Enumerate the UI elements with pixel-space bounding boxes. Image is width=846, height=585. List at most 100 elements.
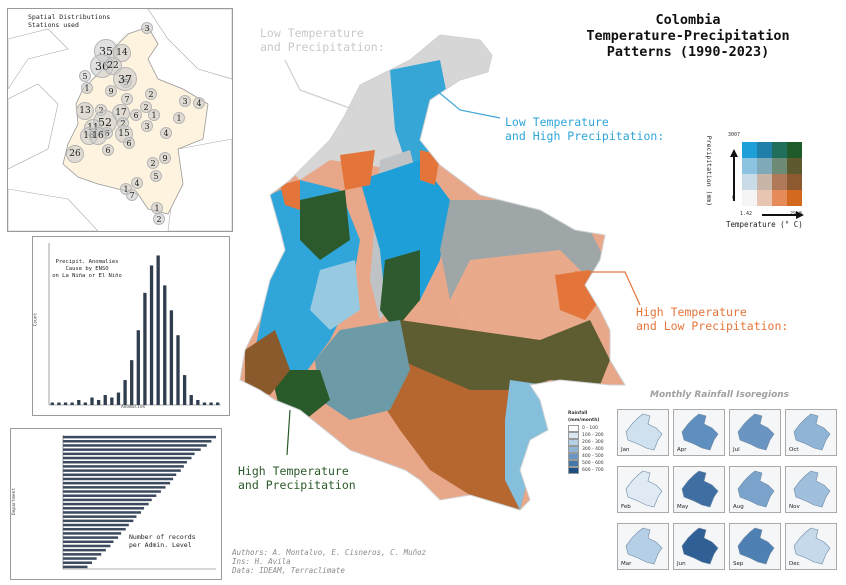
records-bar	[63, 465, 184, 468]
station-count-marker: 9	[105, 85, 117, 97]
isoregion-month-label: Apr	[677, 447, 687, 453]
isoregion-map-apr: Apr	[673, 409, 725, 456]
records-bar	[63, 452, 195, 456]
hist-bar	[90, 397, 94, 405]
callout-low-temp-low-precip: Low Temperature and Precipitation:	[260, 26, 385, 54]
legend-cell-3-0	[742, 142, 757, 158]
records-per-admin-level-chart: Department Number of records per Admin. …	[10, 428, 222, 580]
records-bar	[63, 477, 174, 481]
station-count-marker: 3	[141, 22, 153, 34]
hist-bar	[57, 402, 61, 405]
leader-line-low-temp-high-precip	[429, 84, 501, 119]
inset-title: Spatial Distributions Stations used	[28, 13, 111, 29]
isoregion-month-label: Dec	[789, 561, 800, 567]
hist-bar	[136, 330, 140, 405]
hist-bar	[209, 402, 213, 405]
station-count-marker: 5	[150, 170, 162, 182]
records-bar	[63, 440, 212, 443]
records-bar	[63, 511, 142, 514]
legend-cell-2-0	[742, 158, 757, 174]
hist-bar	[156, 255, 160, 405]
records-bar	[63, 444, 207, 447]
legend-cell-2-2	[772, 158, 787, 174]
hist-axes	[48, 243, 221, 406]
isoregions-title: Monthly Rainfall Isoregions	[650, 390, 790, 400]
hist-bar	[169, 310, 174, 405]
isoregion-map-sep: Sep	[729, 523, 781, 570]
station-count-marker: 6	[102, 144, 114, 156]
station-count-marker: 2	[145, 88, 157, 100]
records-bar	[63, 498, 152, 502]
map-title: Colombia Temperature-Precipitation Patte…	[568, 12, 808, 60]
legend-y-max: 3007	[728, 132, 741, 138]
records-bar	[63, 490, 161, 493]
records-bar	[63, 469, 181, 472]
records-bar	[63, 502, 149, 506]
records-bar	[63, 548, 106, 552]
leader-line-high-temp-low-precip	[575, 271, 641, 306]
legend-cell-1-1	[757, 174, 772, 190]
isoregions-legend: Rainfall (mm/month) 0 - 100 100 - 200 200 …	[568, 410, 614, 474]
credits-authors: Authors: A. Montalvo, E. Cisneros, C. Mu…	[232, 548, 427, 557]
isoregion-map-feb: Feb	[617, 466, 669, 513]
isoregion-month-label: Jul	[733, 447, 740, 453]
isoregion-month-label: Sep	[733, 561, 744, 567]
hist-bar	[130, 360, 134, 405]
legend-cell-2-1	[757, 158, 772, 174]
station-count-marker: 16	[89, 127, 107, 145]
records-bar	[63, 494, 157, 497]
station-count-marker: 1	[173, 112, 185, 124]
isoregions-legend-title: Rainfall (mm/month)	[568, 411, 600, 423]
enso-anomalies-histogram: Precipit. Anomalies Cause by ENSO on La …	[32, 236, 230, 416]
records-bar	[63, 536, 119, 539]
hist-bar	[149, 265, 154, 405]
records-bar	[63, 527, 126, 531]
hist-bar	[77, 400, 81, 405]
records-bar	[63, 557, 97, 560]
hist-bar	[96, 400, 101, 405]
legend-x-min: 1.42	[740, 211, 753, 217]
isoregion-month-label: Oct	[789, 447, 799, 453]
isoregion-month-label: Feb	[621, 504, 631, 510]
leader-line-high-temp-high-precip	[286, 409, 291, 456]
legend-cell-0-3	[787, 190, 802, 206]
records-bar	[63, 519, 134, 523]
station-count-marker: 9	[159, 152, 171, 164]
hist-bar	[83, 402, 88, 405]
isoregions-legend-item: 600 - 700	[568, 467, 614, 474]
records-bar	[63, 486, 166, 489]
isoregion-map-jul: Jul	[729, 409, 781, 456]
station-count-marker: 26	[66, 145, 84, 163]
isoregion-map-dec: Dec	[785, 523, 837, 570]
isoregion-map-oct: Oct	[785, 409, 837, 456]
isoregion-map-aug: Aug	[729, 466, 781, 513]
isoregion-month-label: Nov	[789, 504, 800, 510]
records-bar	[63, 507, 145, 510]
legend-cell-1-3	[787, 174, 802, 190]
hist-bar	[182, 375, 187, 405]
region-green-dark	[300, 190, 350, 260]
legend-y-label: Precipitation (mm)	[705, 135, 713, 207]
callout-high-temp-low-precip: High Temperature and Low Precipitation:	[636, 305, 789, 333]
isoregions-legend-item: 500 - 600	[568, 460, 614, 467]
hist-bar	[116, 392, 121, 405]
station-count-marker: 37	[113, 67, 137, 91]
hist-bar	[163, 285, 167, 405]
records-bar	[63, 565, 88, 569]
legend-x-label: Temperature (° C)	[726, 220, 803, 229]
station-distribution-inset: Spatial Distributions Stations used 3 3 5 1…	[7, 8, 233, 232]
legend-axes-arrows	[730, 149, 804, 219]
isoregion-map-jun: Jun	[673, 523, 725, 570]
title-line-2: Temperature-Precipitation	[586, 28, 790, 44]
records-bar	[63, 544, 111, 548]
leader-line-low-temp-low-precip	[284, 59, 356, 111]
hist-bar	[103, 395, 107, 405]
records-bar	[63, 523, 129, 527]
station-count-marker: 3	[179, 95, 191, 107]
credits: Authors: A. Montalvo, E. Cisneros, C. Mu…	[232, 548, 426, 575]
records-bar	[63, 540, 114, 544]
isoregion-month-label: Jun	[677, 561, 686, 567]
station-count-marker: 4	[131, 177, 143, 189]
station-count-marker: 7	[121, 93, 133, 105]
station-count-marker: 6	[123, 137, 135, 149]
